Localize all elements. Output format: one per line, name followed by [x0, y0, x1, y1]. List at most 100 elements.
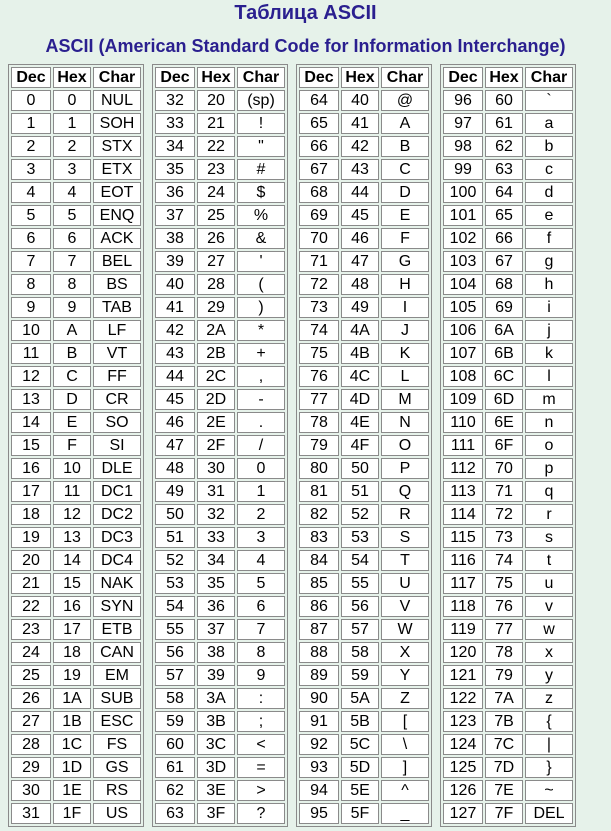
char-cell: [	[381, 711, 429, 732]
dec-cell: 123	[443, 711, 483, 732]
char-cell: )	[237, 297, 285, 318]
hex-cell: 7C	[485, 734, 523, 755]
dec-cell: 118	[443, 596, 483, 617]
dec-cell: 52	[155, 550, 195, 571]
hex-cell: 4E	[341, 412, 379, 433]
dec-cell: 61	[155, 757, 195, 778]
hex-cell: 48	[341, 274, 379, 295]
table-row: 77 4D M	[299, 389, 429, 410]
table-row: 26 1A SUB	[11, 688, 141, 709]
char-cell: SI	[93, 435, 141, 456]
char-cell: o	[525, 435, 573, 456]
hex-cell: 1C	[53, 734, 91, 755]
table-row: 28 1C FS	[11, 734, 141, 755]
table-row: 71 47 G	[299, 251, 429, 272]
char-cell: EM	[93, 665, 141, 686]
char-cell: C	[381, 159, 429, 180]
dec-cell: 23	[11, 619, 51, 640]
hex-cell: 64	[485, 182, 523, 203]
dec-cell: 11	[11, 343, 51, 364]
dec-cell: 30	[11, 780, 51, 801]
hex-cell: F	[53, 435, 91, 456]
table-row: 29 1D GS	[11, 757, 141, 778]
hex-cell: 4F	[341, 435, 379, 456]
dec-cell: 14	[11, 412, 51, 433]
dec-cell: 84	[299, 550, 339, 571]
char-cell: DC3	[93, 527, 141, 548]
hex-cell: 4	[53, 182, 91, 203]
table-row: 127 7F DEL	[443, 803, 573, 824]
dec-cell: 29	[11, 757, 51, 778]
char-cell: y	[525, 665, 573, 686]
table-row: 31 1F US	[11, 803, 141, 824]
table-row: 119 77 w	[443, 619, 573, 640]
char-cell: j	[525, 320, 573, 341]
hex-cell: 4A	[341, 320, 379, 341]
table-row: 57 39 9	[155, 665, 285, 686]
char-cell: ENQ	[93, 205, 141, 226]
table-row: 36 24 $	[155, 182, 285, 203]
char-cell: 6	[237, 596, 285, 617]
hex-cell: 62	[485, 136, 523, 157]
char-cell: g	[525, 251, 573, 272]
hex-cell: E	[53, 412, 91, 433]
table-row: 13 D CR	[11, 389, 141, 410]
table-row: 25 19 EM	[11, 665, 141, 686]
dec-cell: 31	[11, 803, 51, 824]
table-row: 21 15 NAK	[11, 573, 141, 594]
hex-cell: 2B	[197, 343, 235, 364]
char-cell: CAN	[93, 642, 141, 663]
char-cell: 1	[237, 481, 285, 502]
table-row: 111 6F o	[443, 435, 573, 456]
hex-cell: 60	[485, 90, 523, 111]
dec-cell: 34	[155, 136, 195, 157]
char-cell: >	[237, 780, 285, 801]
dec-header: Dec	[299, 67, 339, 88]
dec-cell: 0	[11, 90, 51, 111]
table-row: 32 20 (sp)	[155, 90, 285, 111]
dec-cell: 27	[11, 711, 51, 732]
char-cell: 9	[237, 665, 285, 686]
table-row: 92 5C \	[299, 734, 429, 755]
dec-cell: 10	[11, 320, 51, 341]
hex-cell: 46	[341, 228, 379, 249]
table-row: 59 3B;	[155, 711, 285, 732]
hex-cell: 5A	[341, 688, 379, 709]
dec-cell: 54	[155, 596, 195, 617]
hex-cell: 78	[485, 642, 523, 663]
char-cell: |	[525, 734, 573, 755]
hex-cell: 40	[341, 90, 379, 111]
hex-cell: 32	[197, 504, 235, 525]
hex-cell: 3C	[197, 734, 235, 755]
hex-cell: 4D	[341, 389, 379, 410]
dec-cell: 115	[443, 527, 483, 548]
dec-cell: 18	[11, 504, 51, 525]
hex-cell: 15	[53, 573, 91, 594]
hex-cell: 31	[197, 481, 235, 502]
char-cell: n	[525, 412, 573, 433]
table-row: 101 65 e	[443, 205, 573, 226]
char-cell: b	[525, 136, 573, 157]
char-cell: U	[381, 573, 429, 594]
hex-cell: 43	[341, 159, 379, 180]
dec-header: Dec	[443, 67, 483, 88]
char-cell: RS	[93, 780, 141, 801]
hex-cell: 5E	[341, 780, 379, 801]
char-cell: TAB	[93, 297, 141, 318]
dec-cell: 112	[443, 458, 483, 479]
dec-cell: 78	[299, 412, 339, 433]
hex-cell: 6D	[485, 389, 523, 410]
hex-cell: B	[53, 343, 91, 364]
hex-cell: 3A	[197, 688, 235, 709]
table-row: 40 28(	[155, 274, 285, 295]
char-cell: 3	[237, 527, 285, 548]
hex-cell: 23	[197, 159, 235, 180]
char-cell: CR	[93, 389, 141, 410]
table-row: 41 29)	[155, 297, 285, 318]
table-header-row: Dec Hex Char	[443, 67, 573, 88]
hex-cell: 56	[341, 596, 379, 617]
table-row: 87 57 W	[299, 619, 429, 640]
char-cell: h	[525, 274, 573, 295]
dec-cell: 88	[299, 642, 339, 663]
hex-cell: 35	[197, 573, 235, 594]
